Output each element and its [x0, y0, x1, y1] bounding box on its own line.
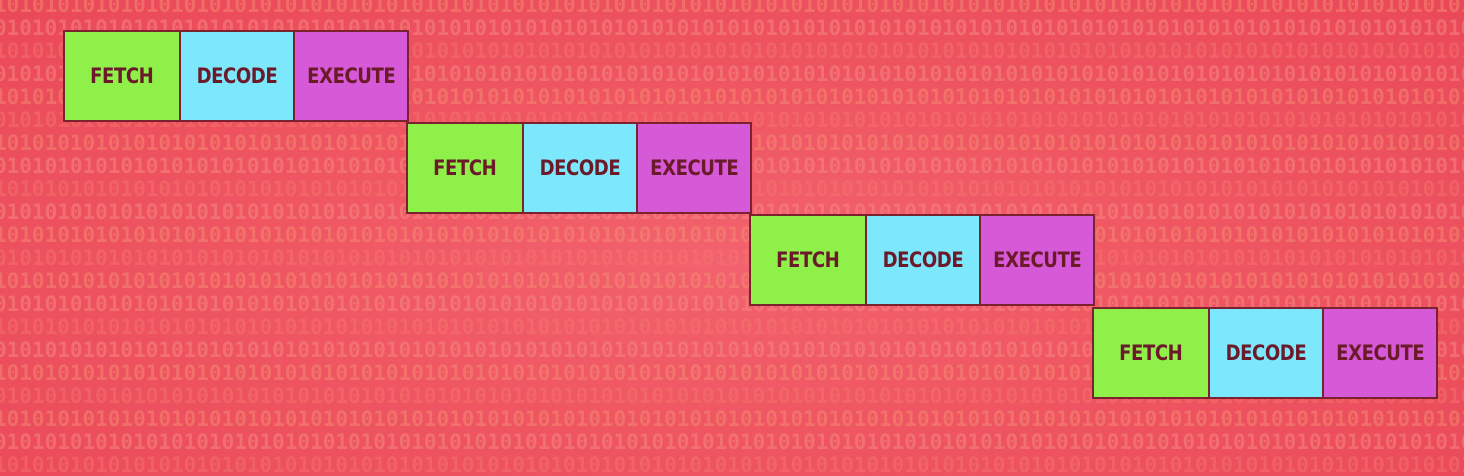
- decode-stage: DECODE: [1208, 309, 1322, 397]
- execute-stage: EXECUTE: [1322, 309, 1436, 397]
- fetch-label: FETCH: [90, 64, 154, 88]
- execute-label: EXECUTE: [1335, 341, 1425, 365]
- binary-digit-row: 1010101010101010101010101010101010101010…: [0, 269, 1464, 293]
- fetch-label: FETCH: [1119, 341, 1183, 365]
- binary-digit-row: 1010101010101010101010101010101010101010…: [0, 453, 1464, 476]
- execute-label: EXECUTE: [992, 248, 1082, 272]
- pipeline-row-2: FETCH DECODE EXECUTE: [406, 122, 752, 214]
- decode-stage: DECODE: [865, 216, 979, 304]
- binary-digit-row: 0101010101010101010101010101010101010101…: [0, 246, 1464, 270]
- binary-digit-row: 1010101010101010101010101010101010101010…: [0, 0, 1464, 17]
- pipeline-row-1: FETCH DECODE EXECUTE: [63, 30, 409, 122]
- decode-stage: DECODE: [179, 32, 293, 120]
- decode-label: DECODE: [882, 248, 964, 272]
- execute-stage: EXECUTE: [979, 216, 1093, 304]
- fetch-label: FETCH: [433, 156, 497, 180]
- execute-stage: EXECUTE: [293, 32, 407, 120]
- pipeline-row-4: FETCH DECODE EXECUTE: [1092, 307, 1438, 399]
- decode-label: DECODE: [196, 64, 278, 88]
- binary-digit-row: 1010101010101010101010101010101010101010…: [0, 407, 1464, 431]
- execute-stage: EXECUTE: [636, 124, 750, 212]
- execute-label: EXECUTE: [306, 64, 396, 88]
- fetch-stage: FETCH: [408, 124, 522, 212]
- decode-label: DECODE: [539, 156, 621, 180]
- fetch-stage: FETCH: [1094, 309, 1208, 397]
- decode-stage: DECODE: [522, 124, 636, 212]
- execute-label: EXECUTE: [649, 156, 739, 180]
- fetch-label: FETCH: [776, 248, 840, 272]
- binary-digit-row: 1010101010101010101010101010101010101010…: [0, 223, 1464, 247]
- pipeline-row-3: FETCH DECODE EXECUTE: [749, 214, 1095, 306]
- fetch-stage: FETCH: [65, 32, 179, 120]
- fetch-stage: FETCH: [751, 216, 865, 304]
- binary-digit-row: 0101010101010101010101010101010101010101…: [0, 430, 1464, 454]
- decode-label: DECODE: [1225, 341, 1307, 365]
